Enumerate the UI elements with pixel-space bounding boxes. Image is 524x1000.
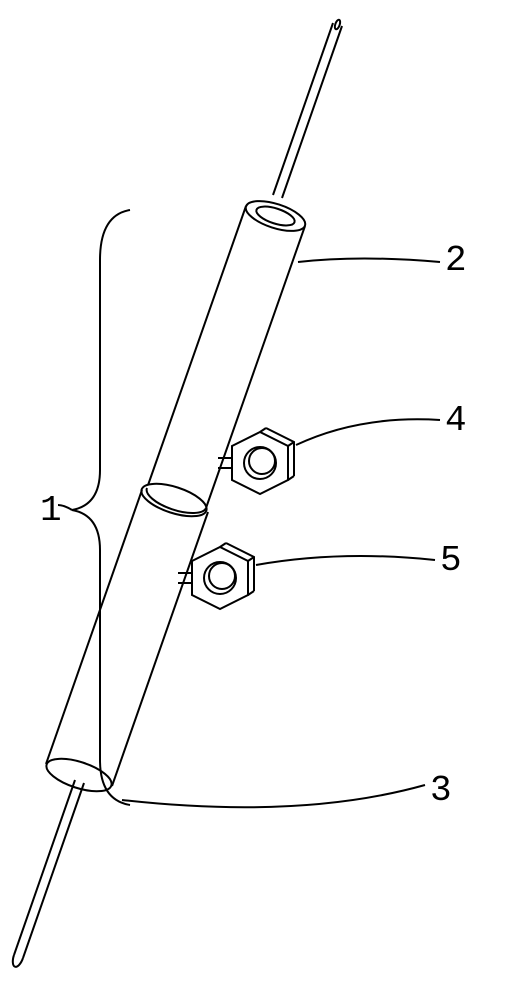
label-5: 5	[440, 540, 464, 581]
label-4: 4	[445, 400, 469, 441]
label-3: 3	[430, 770, 454, 811]
label-1: 1	[40, 490, 64, 531]
label-2: 2	[445, 240, 469, 281]
technical-diagram: 1 2 3 4 5	[0, 0, 524, 1000]
